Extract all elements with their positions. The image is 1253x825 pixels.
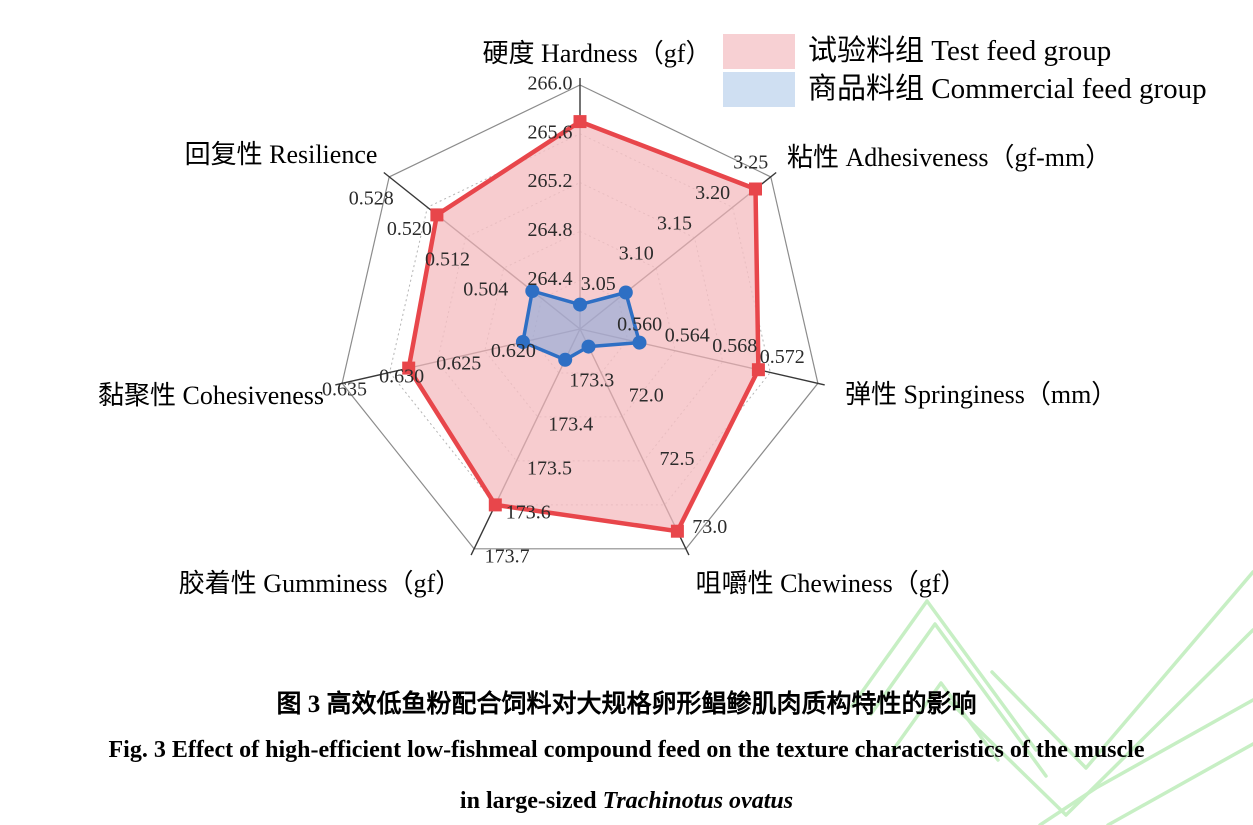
axis-tick-label: 173.6 bbox=[506, 501, 551, 523]
radar-chart: 264.4264.8265.2265.6266.03.053.103.153.2… bbox=[322, 73, 825, 567]
axis-tick-label: 3.25 bbox=[733, 151, 768, 173]
axis-tick-label: 173.5 bbox=[527, 457, 572, 479]
axis-tick-label: 264.8 bbox=[528, 219, 573, 241]
watermark-chevron bbox=[990, 570, 1253, 770]
axis-tick-label: 72.5 bbox=[660, 448, 695, 470]
test-feed-swatch-icon bbox=[723, 33, 795, 69]
commercial-feed-marker bbox=[515, 335, 530, 349]
axis-tick-label: 0.504 bbox=[463, 279, 508, 301]
axis-tick-label: 0.620 bbox=[491, 340, 536, 362]
axis-tick-label: 265.6 bbox=[528, 121, 573, 143]
axis-tick-label: 0.560 bbox=[617, 313, 662, 335]
radar-grid-ring bbox=[341, 84, 819, 550]
watermark-chevron bbox=[891, 681, 1000, 762]
axis-tick-label: 0.568 bbox=[712, 335, 757, 357]
axis-tick-label: 3.05 bbox=[581, 273, 616, 295]
watermark-chevron bbox=[946, 628, 1253, 817]
axis-tick-label: 173.3 bbox=[569, 370, 614, 392]
watermark-chevron bbox=[1038, 698, 1253, 825]
test-feed-marker bbox=[670, 524, 684, 538]
axis-tick-label: 72.0 bbox=[629, 384, 664, 406]
axis-tick-label: 0.572 bbox=[760, 346, 805, 368]
axis-tick-label: 0.630 bbox=[379, 365, 424, 387]
legend-label-commercial-feed: 商品料组 Commercial feed group bbox=[808, 73, 1207, 105]
commercial-feed-area bbox=[522, 291, 640, 360]
test-feed-marker bbox=[749, 182, 762, 196]
axis-tick-label: 0.528 bbox=[349, 187, 394, 209]
axis-tick-label: 266.0 bbox=[528, 73, 573, 95]
caption-prefix: in large-sized bbox=[459, 788, 603, 814]
axis-title-gumminess: 胶着性 Gumminess（gf） bbox=[178, 569, 462, 598]
commercial-feed-outline bbox=[521, 289, 642, 362]
axis-title-chewiness: 咀嚼性 Chewiness（gf） bbox=[695, 569, 967, 598]
axis-tick-label: 0.520 bbox=[387, 218, 432, 240]
axis-title-cohesiveness: 黏聚性 Cohesiveness bbox=[97, 381, 325, 410]
axis-tick-label: 73.0 bbox=[692, 516, 727, 538]
commercial-feed-marker bbox=[525, 284, 540, 298]
commercial-feed-marker bbox=[573, 297, 587, 312]
commercial-feed-marker bbox=[618, 285, 633, 300]
chart-legend: 试验料组 Test feed group 商品料组 Commercial fee… bbox=[723, 33, 1207, 107]
axis-tick-label: 3.10 bbox=[619, 243, 654, 265]
species-name: Trachinotus ovatus bbox=[602, 788, 794, 814]
axis-tick-label: 0.635 bbox=[322, 378, 367, 400]
axis-tick-label: 0.512 bbox=[425, 248, 470, 270]
test-feed-marker bbox=[430, 208, 444, 222]
axis-tick-label: 3.20 bbox=[695, 182, 730, 204]
axis-title-adhesiveness: 粘性 Adhesiveness（gf-mm） bbox=[787, 143, 1112, 172]
commercial-feed-marker bbox=[558, 352, 573, 367]
watermark-chevron bbox=[850, 599, 1038, 752]
axis-tick-label: 3.15 bbox=[657, 212, 692, 234]
test-feed-marker bbox=[488, 498, 502, 512]
axis-tick-label: 173.4 bbox=[548, 413, 593, 435]
axis-title-springiness: 弹性 Springiness（mm） bbox=[845, 380, 1118, 409]
watermark-chevron bbox=[869, 622, 1048, 778]
axis-tick-label: 173.7 bbox=[485, 545, 530, 567]
caption-chinese: 图 3 高效低鱼粉配合饲料对大规格卵形鲳鲹肌肉质构特性的影响 bbox=[276, 691, 977, 718]
axis-tick-label: 0.625 bbox=[436, 352, 481, 374]
test-feed-marker bbox=[573, 115, 587, 129]
caption-english: Fig. 3 Effect of high-efficient low-fish… bbox=[108, 737, 1145, 763]
axis-tick-label: 265.2 bbox=[528, 170, 573, 192]
axis-tick-label: 264.4 bbox=[528, 268, 573, 290]
commercial-feed-marker bbox=[581, 339, 596, 354]
test-feed-outline bbox=[406, 119, 761, 534]
test-feed-marker bbox=[751, 363, 765, 377]
axis-tick-label: 0.564 bbox=[665, 324, 710, 346]
legend-item-commercial-feed: 商品料组 Commercial feed group bbox=[723, 71, 1207, 107]
axis-title-resilience: 回复性 Resilience bbox=[184, 140, 378, 169]
legend-item-test-feed: 试验料组 Test feed group bbox=[723, 33, 1207, 69]
axis-title-hardness: 硬度 Hardness（gf） bbox=[482, 39, 712, 68]
legend-label-test-feed: 试验料组 Test feed group bbox=[808, 35, 1112, 67]
caption-english-species-line: in large-sized Trachinotus ovatus bbox=[0, 788, 1253, 815]
test-feed-marker bbox=[402, 361, 416, 375]
commercial-feed-swatch-icon bbox=[723, 71, 795, 107]
watermark-chevron bbox=[1106, 742, 1253, 825]
commercial-feed-marker bbox=[632, 335, 647, 350]
